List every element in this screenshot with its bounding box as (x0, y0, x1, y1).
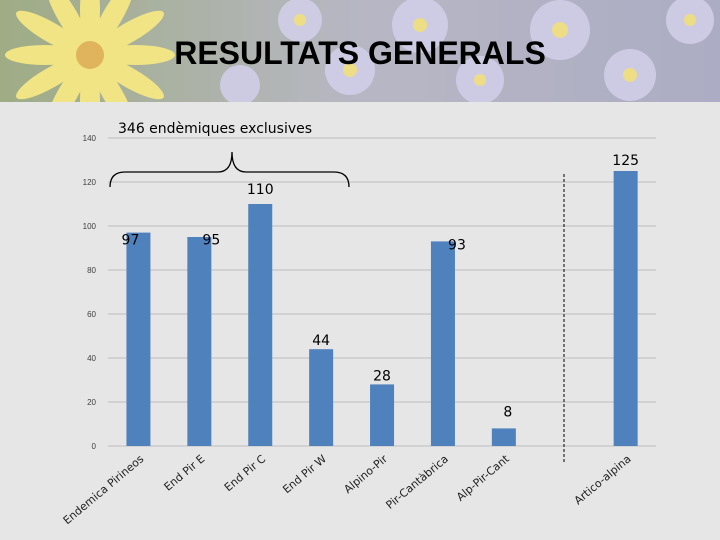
bar (370, 384, 395, 446)
y-tick-label: 20 (87, 398, 96, 407)
bar (613, 171, 638, 446)
x-tick-label: Pir-Cantàbrica (384, 452, 451, 511)
y-tick-label: 120 (83, 178, 97, 187)
value-labels: 97 95 110 44 28 93 8 125 (122, 153, 639, 420)
value-label: 97 (122, 233, 140, 249)
x-tick-label: End Pir C (222, 452, 269, 494)
x-tick-label: Endemica Pirineos (61, 452, 147, 527)
daisy-flower-icon (5, 0, 175, 102)
y-tick-label: 100 (83, 222, 97, 231)
y-tick-label: 80 (87, 266, 96, 275)
bar (309, 349, 334, 446)
value-label: 28 (373, 368, 391, 384)
bar (248, 204, 273, 446)
y-tick-label: 60 (87, 310, 96, 319)
x-tick-label: Alpino-Pir (341, 452, 390, 496)
bar-chart: 0 20 40 60 80 100 120 140 97 95 110 44 28 93 8 125 End… (61, 121, 656, 527)
flower-background-image: RESULTATS GENERALS (0, 0, 720, 102)
x-axis: Endemica Pirineos End Pir E End Pir C End P… (61, 452, 634, 527)
bracket-label: 346 endèmiques exclusives (118, 121, 312, 137)
y-axis: 0 20 40 60 80 100 120 140 (83, 134, 97, 451)
bar (491, 428, 516, 446)
y-tick-label: 0 (92, 442, 97, 451)
chart-panel: 0 20 40 60 80 100 120 140 97 95 110 44 28 93 8 125 End… (0, 102, 720, 540)
value-label: 44 (312, 333, 330, 349)
y-tick-label: 40 (87, 354, 96, 363)
slide-title: RESULTATS GENERALS (174, 35, 546, 71)
value-label: 125 (612, 153, 639, 169)
x-tick-label: End Pir W (280, 452, 329, 496)
x-tick-label: Alp-Pir-Cant (454, 452, 512, 504)
x-tick-label: End Pir E (162, 452, 208, 493)
y-tick-label: 140 (83, 134, 97, 143)
bar (430, 241, 455, 446)
value-label: 8 (503, 404, 512, 420)
value-label: 110 (247, 182, 274, 198)
bars (126, 171, 638, 446)
x-tick-label: Artico-alpina (572, 452, 634, 507)
bar (187, 237, 212, 446)
title-banner: RESULTATS GENERALS (0, 0, 720, 102)
bar (126, 232, 151, 446)
value-label: 95 (202, 233, 220, 249)
bracket (109, 151, 350, 188)
value-label: 93 (448, 237, 466, 253)
